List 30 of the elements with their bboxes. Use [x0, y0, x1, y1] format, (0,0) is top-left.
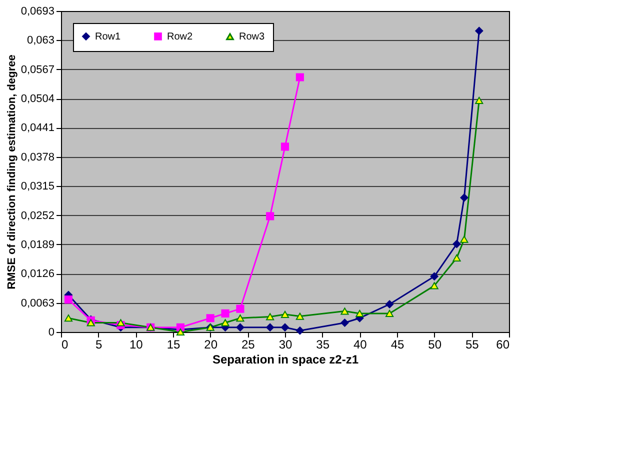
y-tick-label: 0,0441 [20, 122, 54, 134]
x-tick-label: 45 [390, 338, 404, 352]
y-tick-label: 0,0567 [20, 64, 54, 76]
y-tick-label: 0,0693 [20, 6, 54, 18]
x-tick-label: 60 [496, 338, 510, 352]
y-tick-label: 0,0504 [20, 93, 54, 106]
y-tick-label: 0 [48, 326, 54, 338]
y-tick-label: 0,0189 [20, 238, 54, 251]
x-tick-label: 55 [465, 338, 480, 352]
x-tick-label: 10 [129, 338, 144, 352]
x-tick-label: 25 [241, 338, 256, 352]
x-tick-label: 30 [278, 338, 292, 352]
y-tick-label: 0,0126 [20, 268, 54, 280]
y-tick-label: 0,063 [26, 34, 54, 47]
x-tick-label: 40 [353, 338, 368, 352]
x-tick-label: 20 [204, 338, 218, 352]
x-axis-title: Separation in space z2-z1 [212, 352, 359, 366]
y-tick-label: 0,0378 [20, 151, 54, 164]
x-tick-label: 35 [316, 338, 330, 352]
y-tick-label: 0,0315 [20, 180, 54, 193]
x-tick-label: 15 [166, 338, 180, 352]
x-tick-label: 5 [95, 338, 102, 352]
y-tick-label: 0,0252 [20, 210, 54, 222]
legend-label: Row3 [239, 32, 266, 43]
y-axis-title: RMSE of direction finding estimation, degree [6, 54, 18, 290]
x-tick-label: 50 [428, 338, 442, 352]
legend-label: Row2 [167, 31, 194, 42]
y-tick-label: 0,0063 [20, 297, 54, 310]
legend-label: Row1 [95, 31, 122, 42]
x-tick-label: 0 [62, 338, 68, 352]
